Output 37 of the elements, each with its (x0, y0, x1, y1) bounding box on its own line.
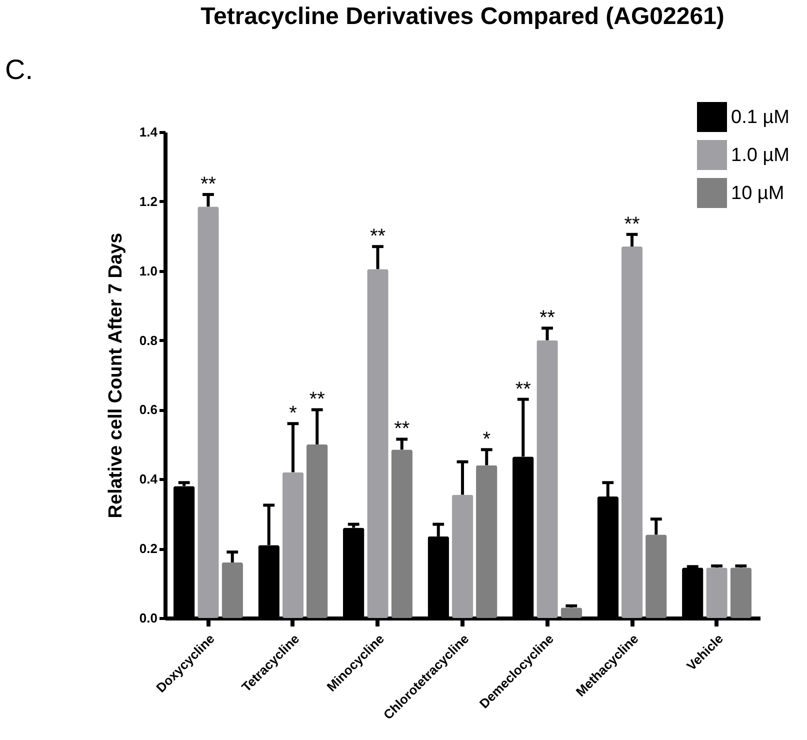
bar (706, 568, 728, 618)
y-tick-label: 0.8 (139, 332, 158, 348)
bar (621, 246, 643, 618)
legend-label: 1.0 µM (731, 145, 790, 166)
data-label: ** (394, 418, 410, 440)
bar (560, 608, 582, 618)
y-tick-label: 0.0 (139, 610, 158, 626)
data-label: ** (200, 173, 216, 196)
data-label: ** (309, 388, 326, 411)
data-label: ** (515, 378, 532, 400)
legend-label: 0.1 µM (731, 107, 790, 128)
bar (452, 494, 474, 618)
bar (282, 472, 304, 618)
y-tick-label: 1.0 (139, 263, 158, 278)
data-label: * (289, 402, 298, 425)
bar (367, 269, 388, 618)
bar (646, 534, 667, 618)
bar (730, 568, 752, 618)
bar (198, 206, 219, 618)
text: C. (5, 54, 33, 85)
legend-label: 10 µM (731, 183, 784, 204)
data-label: ** (370, 226, 386, 248)
y-tick-label: 1.2 (139, 194, 158, 209)
y-tick-label: 0.2 (139, 541, 158, 556)
bar (306, 444, 328, 618)
y-tick-label: 0.6 (139, 402, 158, 418)
y-axis-title: Relative cell Count After 7 Days (105, 232, 126, 518)
data-label: * (482, 428, 491, 451)
bar (391, 450, 412, 618)
bar (536, 340, 558, 618)
y-tick-label: 1.4 (139, 124, 158, 140)
bar (222, 562, 243, 618)
y-tick-label: 0.4 (139, 472, 158, 487)
chart-title: Tetracycline Derivatives Compared (AG02261) (200, 3, 724, 30)
data-label: ** (624, 213, 640, 236)
data-label: ** (539, 307, 556, 330)
bar (476, 465, 498, 618)
